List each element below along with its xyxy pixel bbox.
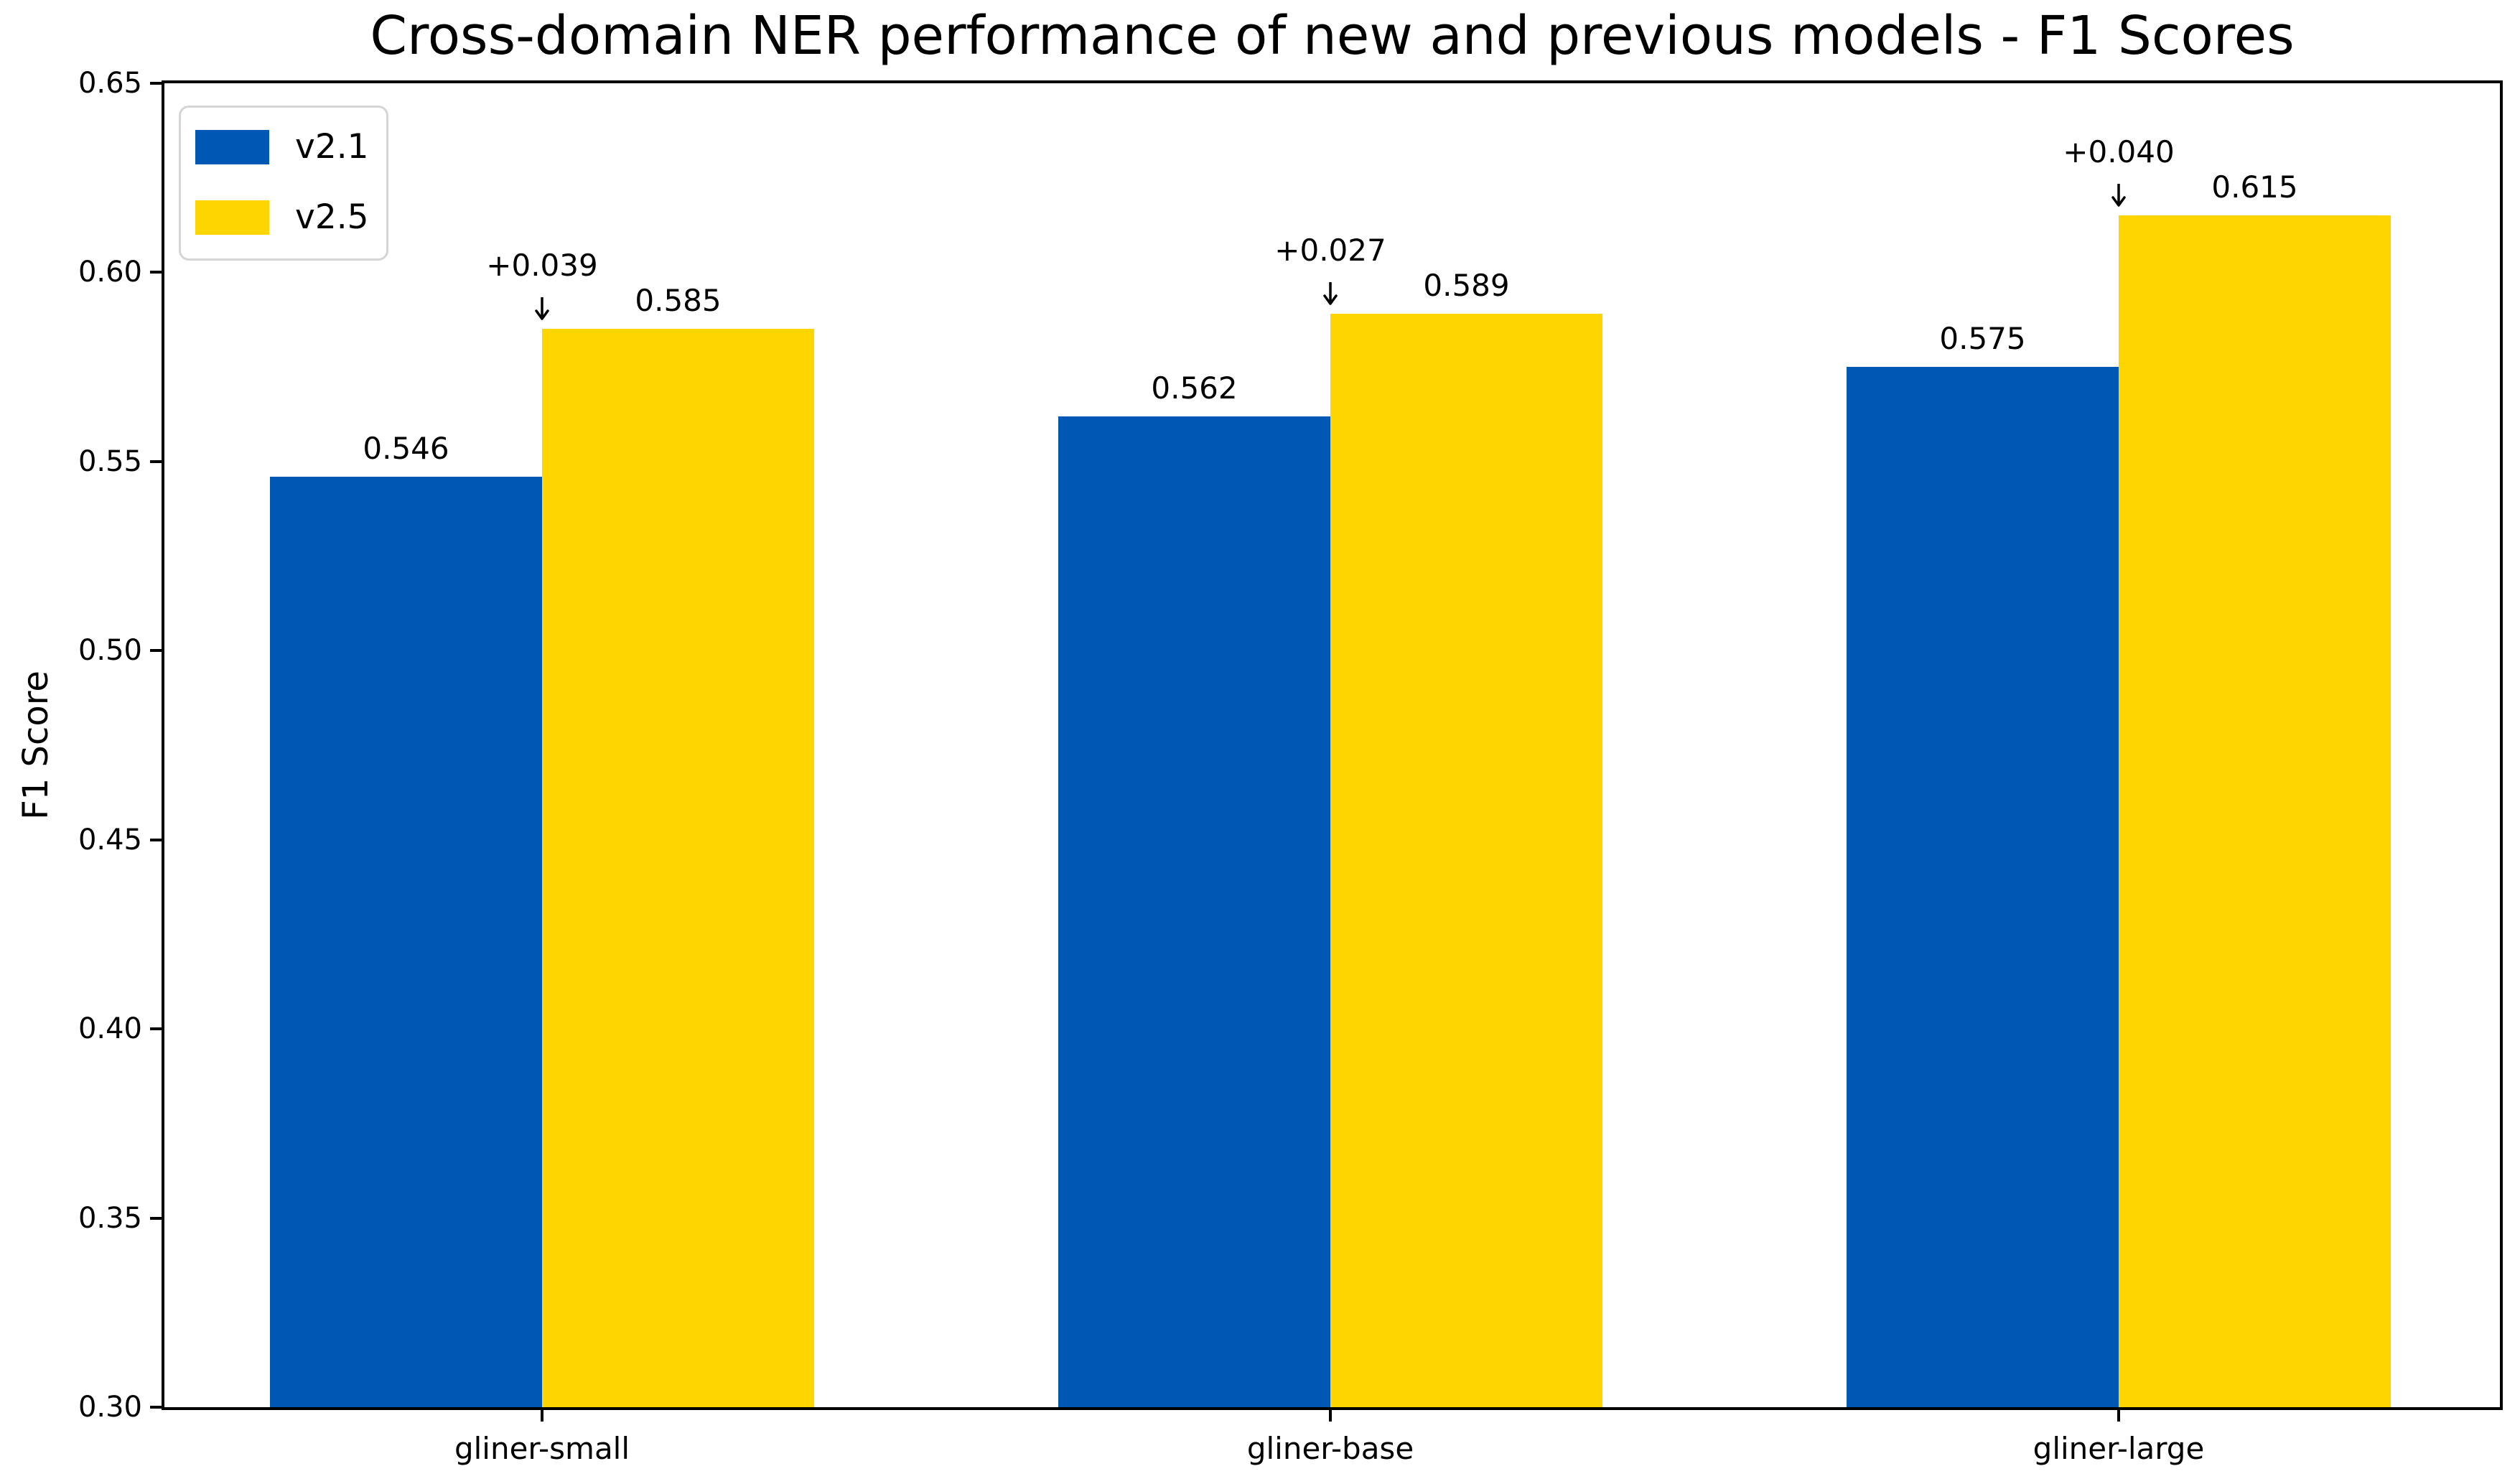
- y-axis-label: F1 Score: [16, 671, 56, 820]
- delta-arrow-down-icon: [533, 297, 551, 321]
- delta-label: +0.040: [2063, 134, 2175, 170]
- legend-swatch-v21: [195, 130, 269, 164]
- delta-arrow-down-icon: [2110, 184, 2127, 207]
- legend-swatch-v25: [195, 200, 269, 235]
- y-tick-label: 0.30: [78, 1391, 142, 1424]
- y-tick-label: 0.60: [78, 256, 142, 289]
- bar-value-label: 0.562: [1151, 370, 1238, 406]
- chart-title: Cross-domain NER performance of new and …: [370, 5, 2295, 67]
- legend-label-v21: v2.1: [295, 127, 369, 167]
- x-tick-label: gliner-large: [2033, 1431, 2205, 1466]
- legend-entry-v25: v2.5: [195, 200, 369, 235]
- y-tick-mark: [150, 1027, 162, 1031]
- legend-entry-v21: v2.1: [195, 130, 369, 164]
- bar-value-label: 0.575: [1939, 321, 2026, 357]
- y-tick-label: 0.55: [78, 444, 142, 478]
- delta-label: +0.039: [486, 248, 598, 284]
- y-tick-mark: [150, 1406, 162, 1409]
- x-tick-mark: [541, 1410, 543, 1422]
- bar-value-label: 0.585: [635, 283, 722, 319]
- bar-v2.5-gliner-small: [542, 329, 814, 1407]
- y-tick-label: 0.65: [78, 67, 142, 100]
- bar-v2.1-gliner-base: [1058, 416, 1330, 1407]
- bar-v2.1-gliner-large: [1847, 367, 2119, 1407]
- bar-v2.1-gliner-small: [270, 476, 542, 1407]
- bar-value-label: 0.615: [2211, 169, 2298, 205]
- bar-v2.5-gliner-large: [2119, 215, 2391, 1407]
- x-tick-mark: [2117, 1410, 2120, 1422]
- y-tick-label: 0.50: [78, 634, 142, 668]
- bar-value-label: 0.546: [363, 430, 449, 466]
- y-tick-label: 0.45: [78, 823, 142, 857]
- legend: v2.1 v2.5: [179, 106, 388, 261]
- y-tick-label: 0.35: [78, 1201, 142, 1235]
- x-tick-mark: [1329, 1410, 1332, 1422]
- bar-v2.5-gliner-base: [1330, 314, 1602, 1407]
- y-tick-mark: [150, 838, 162, 841]
- y-tick-mark: [150, 649, 162, 653]
- x-tick-label: gliner-base: [1246, 1431, 1414, 1466]
- y-tick-label: 0.40: [78, 1012, 142, 1046]
- legend-label-v25: v2.5: [295, 197, 369, 237]
- y-tick-mark: [150, 459, 162, 463]
- plot-area: [162, 80, 2503, 1410]
- y-tick-mark: [150, 271, 162, 274]
- bar-value-label: 0.589: [1423, 268, 1510, 304]
- delta-arrow-down-icon: [1322, 282, 1339, 306]
- delta-label: +0.027: [1274, 233, 1386, 269]
- x-tick-label: gliner-small: [454, 1431, 630, 1466]
- y-tick-mark: [150, 1216, 162, 1220]
- y-tick-mark: [150, 82, 162, 85]
